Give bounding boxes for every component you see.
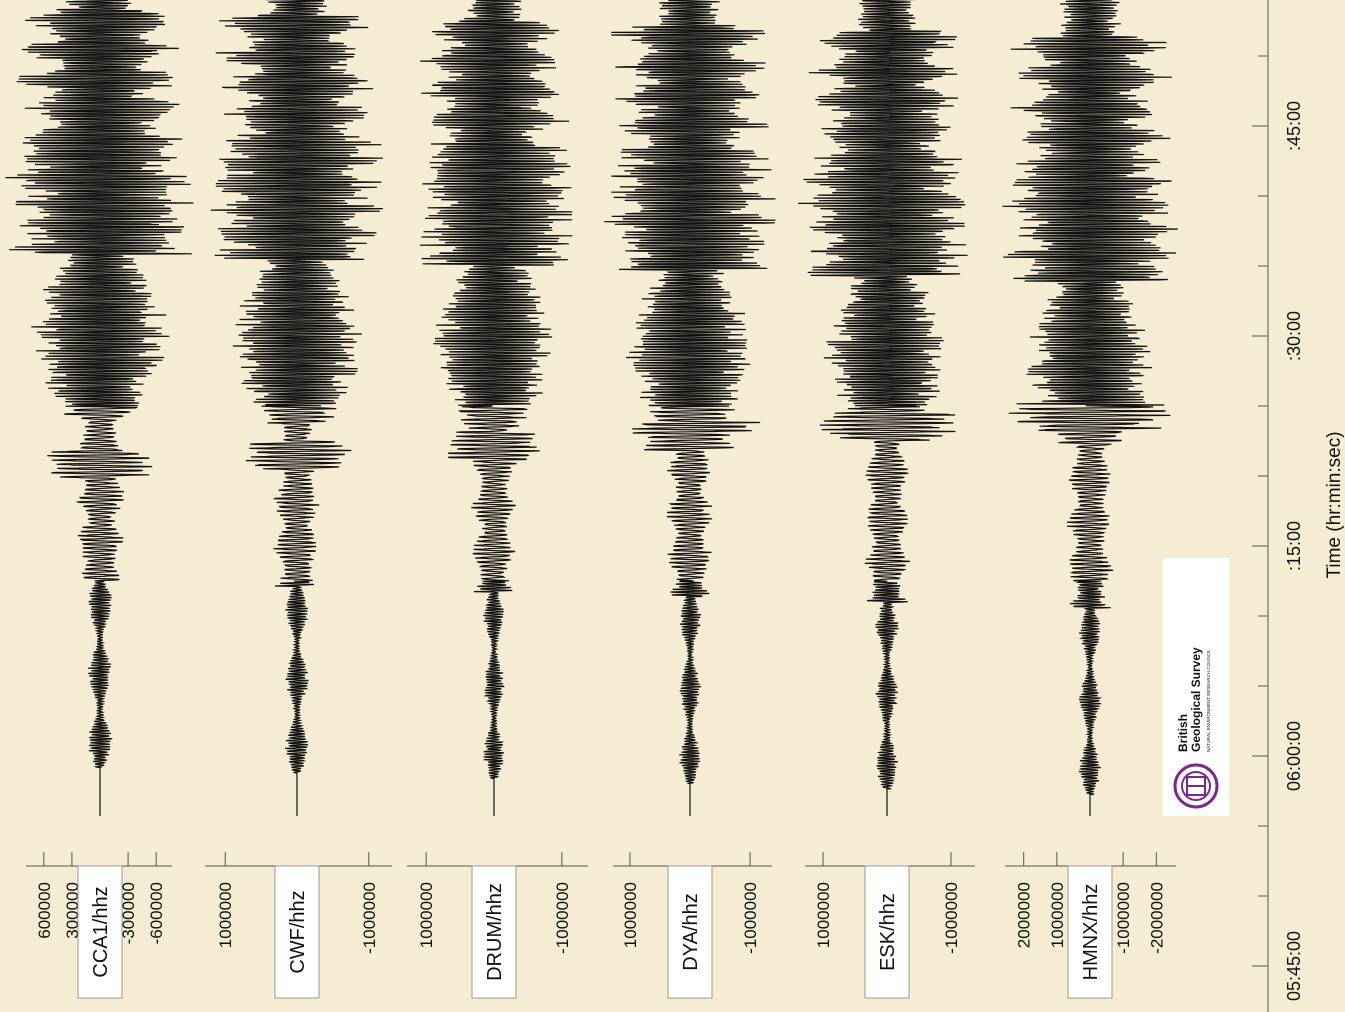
- station-labels: CCA1/hhz CWF/hhz DRUM/hhz DYA/hhz ESK/hhz HMN…: [77, 865, 1113, 999]
- bgs-emblem-inner-icon: [1181, 771, 1211, 801]
- traces-layer: [5, 0, 1178, 816]
- amp-tick-label-5-2: -1000000: [1114, 882, 1133, 954]
- trace-cwf: [210, 0, 384, 816]
- station-label-5: HMNX/hhz: [1080, 884, 1102, 981]
- station-label-box-5: [1067, 865, 1113, 999]
- amp-tick-label-1-0: 1000000: [216, 882, 235, 948]
- amp-tick-label-0-3: -600000: [147, 882, 166, 944]
- amp-tick-label-0-2: -300000: [119, 882, 138, 944]
- amp-tick-label-4-1: -1000000: [942, 882, 961, 954]
- station-label-3: DYA/hhz: [680, 893, 702, 970]
- amplitude-axes: 600000 300000 -300000 -600000 1000000 -100000…: [26, 852, 1176, 954]
- bgs-emblem-icon: [1173, 763, 1219, 809]
- time-tick-label-3: :30:00: [1284, 311, 1304, 361]
- station-label-1: CWF/hhz: [287, 890, 309, 973]
- bgs-logo: British Geological Survey NATURAL ENVIRO…: [1163, 558, 1229, 816]
- amp-tick-label-0-1: 300000: [63, 882, 82, 939]
- station-label-box-3: [667, 865, 713, 999]
- station-label-box-2: [471, 865, 517, 999]
- amp-tick-label-0-0: 600000: [35, 882, 54, 939]
- station-label-4: ESK/hhz: [877, 893, 899, 971]
- trace-drum: [419, 0, 573, 816]
- station-label-box-4: [864, 865, 910, 999]
- time-tick-label-0: 05:45:00: [1284, 931, 1304, 1001]
- amp-tick-label-1-1: -1000000: [360, 882, 379, 954]
- time-tick-label-4: :45:00: [1284, 101, 1304, 151]
- amp-tick-label-2-1: -1000000: [553, 882, 572, 954]
- amp-tick-label-5-1: 1000000: [1048, 882, 1067, 948]
- station-label-0: CCA1/hhz: [90, 886, 112, 977]
- time-axis: 05:45:00 06:00:00 :15:00 :30:00 :45:00 Time (…: [1252, 0, 1345, 1012]
- logo-line1: British: [1176, 714, 1190, 752]
- amp-tick-label-5-0: 2000000: [1015, 882, 1034, 948]
- station-label-2: DRUM/hhz: [484, 883, 506, 981]
- amp-tick-label-5-3: -2000000: [1147, 882, 1166, 954]
- station-label-box-0: [77, 865, 123, 999]
- station-label-box-1: [274, 865, 320, 999]
- time-axis-title: Time (hr:min:sec): [1324, 431, 1345, 578]
- time-tick-label-2: :15:00: [1284, 521, 1304, 571]
- amp-tick-label-4-0: 1000000: [814, 882, 833, 948]
- trace-dya: [604, 0, 776, 816]
- amp-tick-label-3-1: -1000000: [741, 882, 760, 954]
- logo-line3: NATURAL ENVIRONMENT RESEARCH COUNCIL: [1206, 649, 1211, 752]
- amp-tick-label-3-0: 1000000: [621, 882, 640, 948]
- logo-line2: Geological Survey: [1189, 647, 1203, 752]
- trace-cca1: [5, 0, 194, 816]
- amp-tick-label-2-0: 1000000: [417, 882, 436, 948]
- trace-esk: [798, 0, 968, 816]
- time-tick-label-1: 06:00:00: [1284, 721, 1304, 791]
- trace-hmnx: [1002, 0, 1178, 816]
